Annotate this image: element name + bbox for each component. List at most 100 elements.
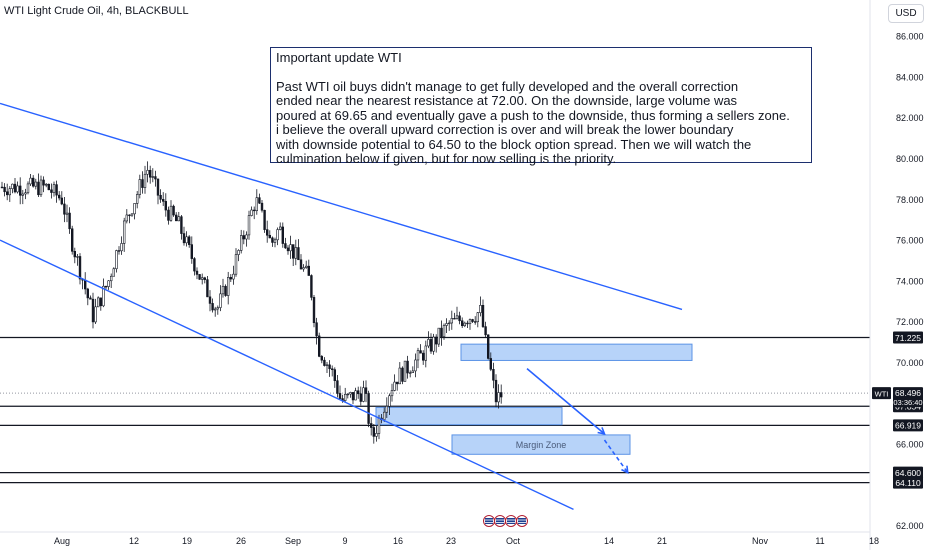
candle xyxy=(242,230,245,245)
event-flag-icon[interactable] xyxy=(494,515,506,527)
candle-body xyxy=(141,179,144,188)
candle xyxy=(5,183,9,201)
candle xyxy=(450,310,453,330)
candle-body xyxy=(94,306,97,323)
candle xyxy=(476,312,479,328)
candle xyxy=(188,235,191,248)
candle-body xyxy=(473,321,477,323)
candle xyxy=(39,175,43,197)
event-flag-icon[interactable] xyxy=(505,515,517,527)
candle xyxy=(240,229,243,254)
candle xyxy=(159,189,162,203)
annotation-note[interactable]: Important update WTI Past WTI oil buys d… xyxy=(270,47,812,166)
candle xyxy=(115,249,118,273)
candle xyxy=(91,292,95,329)
candle xyxy=(8,186,11,202)
candle xyxy=(130,213,134,217)
trendline-lower[interactable] xyxy=(0,239,574,511)
candle xyxy=(224,284,227,297)
candle-body xyxy=(89,297,92,300)
zone-rect[interactable] xyxy=(375,406,563,426)
candle xyxy=(26,181,30,195)
candle-body xyxy=(245,234,248,240)
zone-label: Margin Zone xyxy=(516,440,567,450)
candle-body xyxy=(120,243,123,252)
candle xyxy=(94,298,97,325)
event-flag-icon[interactable] xyxy=(516,515,528,527)
zone-rect[interactable] xyxy=(460,343,693,361)
x-tick-label: Sep xyxy=(285,536,301,546)
candle xyxy=(362,380,365,403)
candle-body xyxy=(268,234,271,239)
candle xyxy=(149,165,152,184)
candle-body xyxy=(154,176,157,180)
candle xyxy=(206,276,209,298)
candle xyxy=(219,285,222,312)
candle xyxy=(440,320,443,346)
candle xyxy=(198,274,201,280)
candle-body xyxy=(44,183,48,186)
candle-body xyxy=(37,181,40,196)
candle xyxy=(154,170,157,187)
candle xyxy=(260,200,264,213)
candle-body xyxy=(447,322,451,325)
projection-arrow[interactable] xyxy=(526,368,606,435)
candle xyxy=(232,265,235,285)
candle-body xyxy=(232,273,235,280)
candle xyxy=(494,374,498,408)
level-tag-label: 64.110 xyxy=(895,478,921,488)
x-tick-label: 18 xyxy=(869,536,879,546)
candle-body xyxy=(177,216,180,222)
candle-body xyxy=(206,279,209,298)
candle-body xyxy=(18,185,22,196)
candle xyxy=(195,267,199,280)
candle xyxy=(385,397,388,418)
annotation-body: Past WTI oil buys didn't manage to get f… xyxy=(276,78,790,166)
candle-body xyxy=(208,296,212,304)
candle-body xyxy=(395,381,399,385)
candle xyxy=(310,274,313,301)
candle-body xyxy=(0,186,4,189)
candle xyxy=(408,370,412,378)
candle xyxy=(245,231,248,247)
candle xyxy=(143,165,147,194)
candle-body xyxy=(310,275,313,298)
candle xyxy=(175,212,178,222)
candle xyxy=(123,217,126,252)
candle-body xyxy=(325,364,329,366)
candle-body xyxy=(421,352,425,361)
candle xyxy=(492,362,495,389)
event-flag-icon[interactable] xyxy=(483,515,495,527)
level-price-tag: 71.225 xyxy=(893,331,923,344)
candle xyxy=(421,350,425,365)
candle xyxy=(201,273,204,285)
symbol-title[interactable]: WTI Light Crude Oil, 4h, BLACKBULL xyxy=(4,5,189,17)
candle xyxy=(427,331,430,349)
candle xyxy=(263,209,266,233)
level-price-tag: 66.919 xyxy=(893,419,923,432)
candle-body xyxy=(240,235,243,251)
candle-body xyxy=(52,184,56,193)
candle-body xyxy=(382,411,386,421)
candle xyxy=(299,254,303,270)
candle-body xyxy=(315,322,318,337)
candle xyxy=(401,366,404,385)
x-tick-label: 21 xyxy=(657,536,667,546)
candle xyxy=(468,318,472,330)
candle xyxy=(258,193,261,204)
candle xyxy=(442,323,446,340)
currency-button[interactable]: USD xyxy=(888,4,924,23)
candle-body xyxy=(455,315,459,319)
candle-body xyxy=(294,247,297,259)
current-price-value: 68.496 xyxy=(895,388,921,398)
trendline-upper[interactable] xyxy=(0,102,683,311)
candle-body xyxy=(304,265,308,268)
zone-rect[interactable] xyxy=(451,434,631,455)
candle-body xyxy=(156,178,160,196)
candle-body xyxy=(242,235,245,240)
candle-body xyxy=(369,423,373,428)
candle-body xyxy=(164,201,167,211)
candle xyxy=(320,355,323,364)
